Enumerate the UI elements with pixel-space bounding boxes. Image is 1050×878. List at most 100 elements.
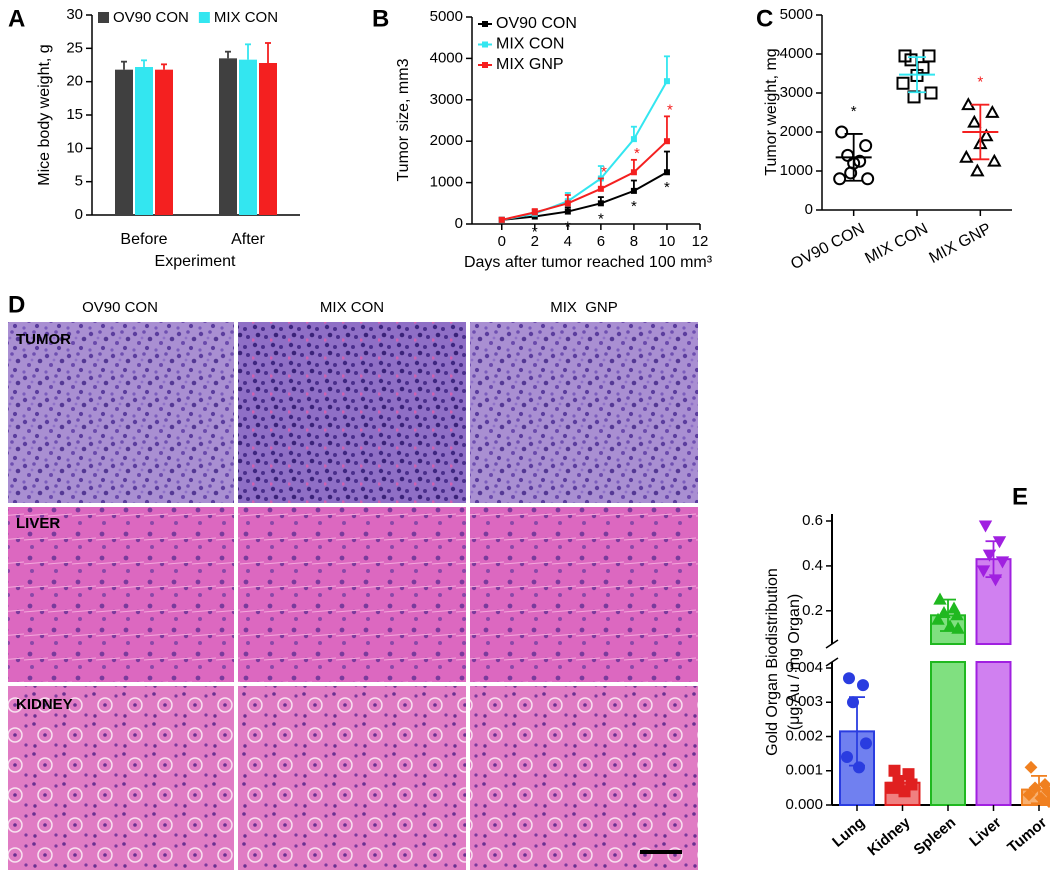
legend-label: OV90 CON xyxy=(496,15,577,32)
histology-image xyxy=(8,322,234,503)
point xyxy=(1028,781,1042,795)
point xyxy=(564,200,571,207)
x-tick-label: MIX GNP xyxy=(927,220,995,267)
x-tick-label: 12 xyxy=(692,233,709,250)
point xyxy=(982,549,997,562)
x-tick-label: 8 xyxy=(630,233,638,250)
x-axis-label: Days after tumor reached 100 mm³ xyxy=(464,254,713,271)
point xyxy=(663,78,670,85)
significance: * xyxy=(631,198,637,215)
point xyxy=(841,148,855,162)
point xyxy=(905,778,918,791)
y-tick-label: 3000 xyxy=(430,91,463,108)
y-tick-label: 15 xyxy=(66,106,83,123)
y-axis-label: Tumor weight, mg xyxy=(763,48,780,175)
significance: * xyxy=(532,224,538,241)
point xyxy=(902,768,915,781)
y-tick-label: 0.4 xyxy=(802,557,823,574)
y-tick-label: 1000 xyxy=(780,162,813,179)
axis-break xyxy=(825,639,839,649)
histology-image xyxy=(238,507,466,682)
y-tick-label: 0.2 xyxy=(802,602,823,619)
x-tick-label: 0 xyxy=(498,233,506,250)
bar xyxy=(219,58,237,216)
point xyxy=(597,185,604,192)
y-tick-label: 5000 xyxy=(430,8,463,25)
point xyxy=(859,139,873,153)
x-tick-label: After xyxy=(231,231,265,248)
point xyxy=(931,612,945,625)
x-tick-label: Before xyxy=(120,231,167,248)
y-tick-label: 3000 xyxy=(780,84,813,101)
x-tick-label: 10 xyxy=(659,233,676,250)
y-tick-label: 2000 xyxy=(780,123,813,140)
histology-image xyxy=(470,322,698,503)
point xyxy=(630,187,637,194)
bar xyxy=(135,67,153,215)
y-tick-label: 2000 xyxy=(430,132,463,149)
panel-letter: C xyxy=(756,5,773,32)
point xyxy=(1024,760,1038,774)
point xyxy=(967,114,982,128)
point xyxy=(985,104,1000,118)
legend-marker xyxy=(482,21,488,27)
y-tick-label: 0.004 xyxy=(785,659,823,676)
y-tick-label: 5 xyxy=(75,173,83,190)
point xyxy=(630,136,637,143)
y-tick-label: 25 xyxy=(66,39,83,56)
point xyxy=(853,761,865,774)
panel-letter: B xyxy=(372,5,389,32)
bar xyxy=(115,69,133,216)
histology-image xyxy=(8,686,234,870)
x-tick-label: OV90 CON xyxy=(788,220,867,273)
point xyxy=(933,592,947,605)
point xyxy=(1034,791,1048,805)
y-axis-label: (μg Au / mg Organ) xyxy=(786,594,803,730)
point xyxy=(961,97,976,111)
point xyxy=(860,737,872,750)
point xyxy=(951,621,965,634)
significance: * xyxy=(664,179,670,196)
point xyxy=(922,49,936,63)
y-axis-label: Gold Organ Biodistribution xyxy=(764,568,781,756)
panel-letter: A xyxy=(8,5,25,32)
y-tick-label: 20 xyxy=(66,73,83,90)
series-line xyxy=(501,80,668,221)
histology-image xyxy=(470,686,698,870)
point xyxy=(531,209,538,216)
x-tick-label: MIX CON xyxy=(862,220,930,267)
x-tick-label: 2 xyxy=(531,233,539,250)
point xyxy=(896,76,910,90)
point xyxy=(976,565,991,578)
histology-image xyxy=(238,686,466,870)
row-label: LIVER xyxy=(16,515,60,532)
point xyxy=(888,764,901,777)
y-tick-label: 0 xyxy=(805,201,813,218)
column-header: OV90 CON xyxy=(82,299,158,316)
legend-swatch xyxy=(98,12,109,23)
point xyxy=(564,208,571,215)
bar xyxy=(930,661,966,806)
point xyxy=(1042,795,1050,808)
point xyxy=(987,153,1002,167)
panel-d: D OV90 CON MIX CON MIX GNP TUMOR LIVER K… xyxy=(8,291,698,870)
significance: * xyxy=(565,219,571,236)
y-tick-label: 10 xyxy=(66,139,83,156)
significance: * xyxy=(977,74,983,91)
panel-letter: E xyxy=(1012,483,1028,510)
point xyxy=(992,536,1007,549)
point xyxy=(898,785,911,798)
point xyxy=(995,556,1010,569)
y-tick-label: 4000 xyxy=(430,49,463,66)
point xyxy=(835,125,849,139)
x-tick-label: 6 xyxy=(597,233,605,250)
point xyxy=(1022,788,1036,802)
y-tick-label: 0.002 xyxy=(785,727,823,744)
point xyxy=(979,128,994,142)
y-tick-label: 1000 xyxy=(430,174,463,191)
legend-marker xyxy=(482,41,488,48)
y-axis-label: Mice body weight, g xyxy=(36,44,53,185)
point xyxy=(847,696,859,709)
y-tick-label: 0.6 xyxy=(802,512,823,529)
